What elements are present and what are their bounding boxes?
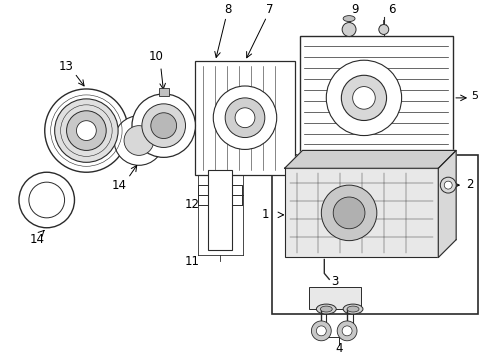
Text: 9: 9 xyxy=(350,3,358,16)
Circle shape xyxy=(142,104,185,148)
Text: 1: 1 xyxy=(262,208,269,221)
Text: 12: 12 xyxy=(184,198,200,211)
Circle shape xyxy=(132,94,195,157)
Text: 14: 14 xyxy=(29,233,44,246)
Text: 6: 6 xyxy=(387,3,395,16)
Circle shape xyxy=(342,23,355,36)
Circle shape xyxy=(325,60,401,136)
Circle shape xyxy=(66,111,106,150)
Text: 5: 5 xyxy=(470,91,477,101)
Bar xyxy=(195,61,294,175)
Circle shape xyxy=(341,75,386,121)
Circle shape xyxy=(224,98,264,138)
Circle shape xyxy=(337,321,356,341)
Polygon shape xyxy=(284,150,455,168)
Circle shape xyxy=(316,326,325,336)
Circle shape xyxy=(378,24,388,35)
Bar xyxy=(208,170,232,249)
Text: 7: 7 xyxy=(265,3,273,16)
Circle shape xyxy=(311,321,330,341)
Bar xyxy=(309,287,360,309)
Text: 3: 3 xyxy=(331,275,338,288)
Circle shape xyxy=(150,113,176,139)
Circle shape xyxy=(114,116,163,165)
Bar xyxy=(299,36,452,160)
Bar xyxy=(271,156,477,314)
Circle shape xyxy=(439,177,455,193)
Circle shape xyxy=(332,197,364,229)
Bar xyxy=(284,168,437,257)
Circle shape xyxy=(443,181,451,189)
Circle shape xyxy=(19,172,74,228)
Circle shape xyxy=(55,99,118,162)
Circle shape xyxy=(124,126,154,156)
Text: 11: 11 xyxy=(184,255,200,268)
Text: 4: 4 xyxy=(335,342,342,355)
Ellipse shape xyxy=(343,304,362,314)
Ellipse shape xyxy=(316,304,336,314)
Text: 14: 14 xyxy=(111,179,126,192)
Bar xyxy=(159,88,168,96)
Ellipse shape xyxy=(320,306,331,312)
Circle shape xyxy=(213,86,276,149)
Circle shape xyxy=(352,87,374,109)
Text: 13: 13 xyxy=(59,60,74,73)
Ellipse shape xyxy=(346,306,358,312)
Ellipse shape xyxy=(343,15,354,22)
Text: 10: 10 xyxy=(148,50,163,63)
Circle shape xyxy=(342,326,351,336)
Circle shape xyxy=(76,121,96,140)
Circle shape xyxy=(235,108,254,128)
Polygon shape xyxy=(437,150,455,257)
Text: 8: 8 xyxy=(224,3,231,16)
Circle shape xyxy=(45,89,128,172)
Text: 2: 2 xyxy=(466,177,473,191)
Circle shape xyxy=(321,185,376,240)
